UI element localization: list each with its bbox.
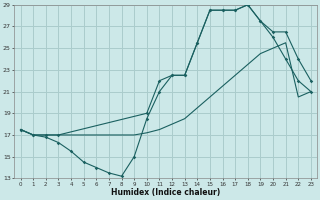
X-axis label: Humidex (Indice chaleur): Humidex (Indice chaleur) — [111, 188, 220, 197]
